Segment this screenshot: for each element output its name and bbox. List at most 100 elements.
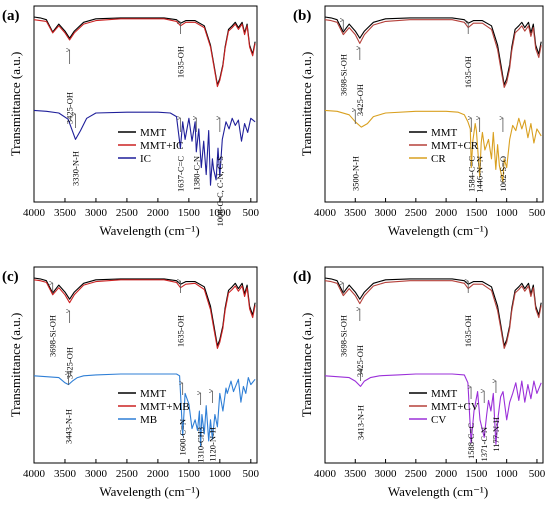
legend-entry: CR (431, 153, 446, 165)
x-tick-label: 2000 (147, 207, 170, 219)
x-tick-label: 1500 (465, 468, 488, 480)
series-line-mmt (324, 16, 542, 86)
x-tick-label: 2500 (405, 207, 428, 219)
legend-entry: MB (140, 414, 157, 426)
x-tick-label: 2500 (116, 468, 139, 480)
x-tick-label: 4000 (314, 207, 337, 219)
peak-annotation: 3698-Si-OH (338, 54, 348, 96)
x-tick-label: 500 (243, 207, 260, 219)
y-axis-label: Transmittance (a.u.) (299, 52, 314, 157)
x-axis-label: Wavelength (cm⁻¹) (99, 223, 199, 238)
legend-entry: MMT+MB (140, 401, 190, 413)
legend-entry: MMT+CV (431, 401, 479, 413)
peak-annotation: 3500-N-H (350, 156, 360, 191)
plot-frame (33, 266, 258, 464)
x-tick-label: 2500 (405, 468, 428, 480)
peak-annotation: 1062-S=O (498, 156, 508, 192)
x-tick-label: 3000 (375, 207, 398, 219)
peak-annotation: 1635-OH (463, 56, 473, 88)
peak-annotation: 1177-N-H (491, 417, 501, 452)
peak-annotation: 3698-Si-OH (48, 315, 58, 357)
x-tick-label: 3500 (54, 207, 77, 219)
peak-annotation: 3413-N-H (356, 405, 366, 440)
x-tick-label: 1000 (209, 207, 232, 219)
x-tick-label: 500 (529, 468, 546, 480)
plot-frame (324, 5, 544, 203)
series-line-mmt (33, 277, 256, 347)
x-tick-label: 3500 (54, 468, 77, 480)
peak-annotation: 1600-C=N (178, 419, 188, 455)
peak-annotation: 1310-CH3 (196, 427, 206, 463)
x-tick-label: 500 (529, 207, 546, 219)
x-tick-label: 3500 (344, 468, 367, 480)
y-axis-label: Transmittance (a.u.) (8, 313, 23, 418)
x-axis-label: Wavelength (cm⁻¹) (388, 484, 488, 499)
x-tick-label: 1000 (496, 207, 519, 219)
peak-annotation: 1584-C=C (466, 156, 476, 192)
series-line-mmt-cr (324, 19, 542, 88)
y-axis-label: Transmittance (a.u.) (8, 52, 23, 157)
series-line-cv (324, 373, 542, 445)
x-tick-label: 3500 (344, 207, 367, 219)
legend-entry: IC (140, 153, 151, 165)
peak-annotation: 1637-C=C (175, 156, 185, 192)
peak-annotation: 1446-N=N (475, 156, 485, 193)
legend-entry: MMT+IC (140, 140, 183, 152)
peak-annotation: 3425-OH (65, 347, 75, 379)
x-tick-label: 3000 (85, 468, 108, 480)
legend-entry: CV (431, 414, 446, 426)
x-tick-label: 2500 (116, 207, 139, 219)
x-tick-label: 1000 (496, 468, 519, 480)
peak-annotation: 3443-N-H (64, 409, 74, 444)
plot-frame (324, 266, 544, 464)
panel-tag: (c) (2, 269, 19, 285)
peak-annotation: 1000-C-C, C-N, C-S (215, 156, 225, 227)
peak-annotation: 3425-OH (65, 92, 75, 124)
legend-entry: MMT+CR (431, 140, 479, 152)
x-axis-label: Wavelength (cm⁻¹) (99, 484, 199, 499)
plot-frame (33, 5, 258, 203)
peak-annotation: 3698-Si-OH (338, 315, 348, 357)
x-tick-label: 3000 (85, 207, 108, 219)
series-line-mb (33, 373, 256, 447)
legend-entry: MMT (431, 127, 458, 139)
peak-annotation: 1635-OH (175, 315, 185, 347)
x-tick-label: 3000 (375, 468, 398, 480)
x-axis-label: Wavelength (cm⁻¹) (388, 223, 488, 238)
peak-annotation: 1588-C=C (466, 423, 476, 459)
x-tick-label: 4000 (23, 207, 46, 219)
x-tick-label: 500 (243, 468, 260, 480)
x-tick-label: 2000 (435, 468, 458, 480)
series-line-ic (33, 109, 256, 186)
peak-annotation: 3425-OH (355, 345, 365, 377)
series-line-mmt (324, 277, 542, 347)
y-axis-label: Transmittance (a.u.) (299, 313, 314, 418)
series-line-mmt-ic (33, 18, 256, 88)
x-tick-label: 1500 (178, 207, 201, 219)
panel-tag: (d) (293, 269, 311, 285)
legend-entry: MMT (140, 388, 167, 400)
peak-annotation: 1635-OH (463, 315, 473, 347)
series-line-mmt (33, 16, 256, 86)
series-line-cr (324, 109, 542, 183)
peak-annotation: 1635-OH (175, 46, 185, 78)
x-tick-label: 1500 (465, 207, 488, 219)
x-tick-label: 1000 (209, 468, 232, 480)
x-tick-label: 4000 (314, 468, 337, 480)
peak-annotation: 3330-N-H (71, 151, 81, 186)
series-line-mmt-mb (33, 279, 256, 349)
x-tick-label: 4000 (23, 468, 46, 480)
peak-annotation: 1380-C-N (191, 156, 201, 190)
x-tick-label: 2000 (435, 207, 458, 219)
peak-annotation: 1371-C-N (479, 427, 489, 461)
series-line-mmt-cv (324, 280, 542, 349)
peak-annotation: 3425-OH (355, 84, 365, 116)
x-tick-label: 2000 (147, 468, 170, 480)
panel-tag: (b) (293, 8, 311, 24)
legend-entry: MMT (140, 127, 167, 139)
